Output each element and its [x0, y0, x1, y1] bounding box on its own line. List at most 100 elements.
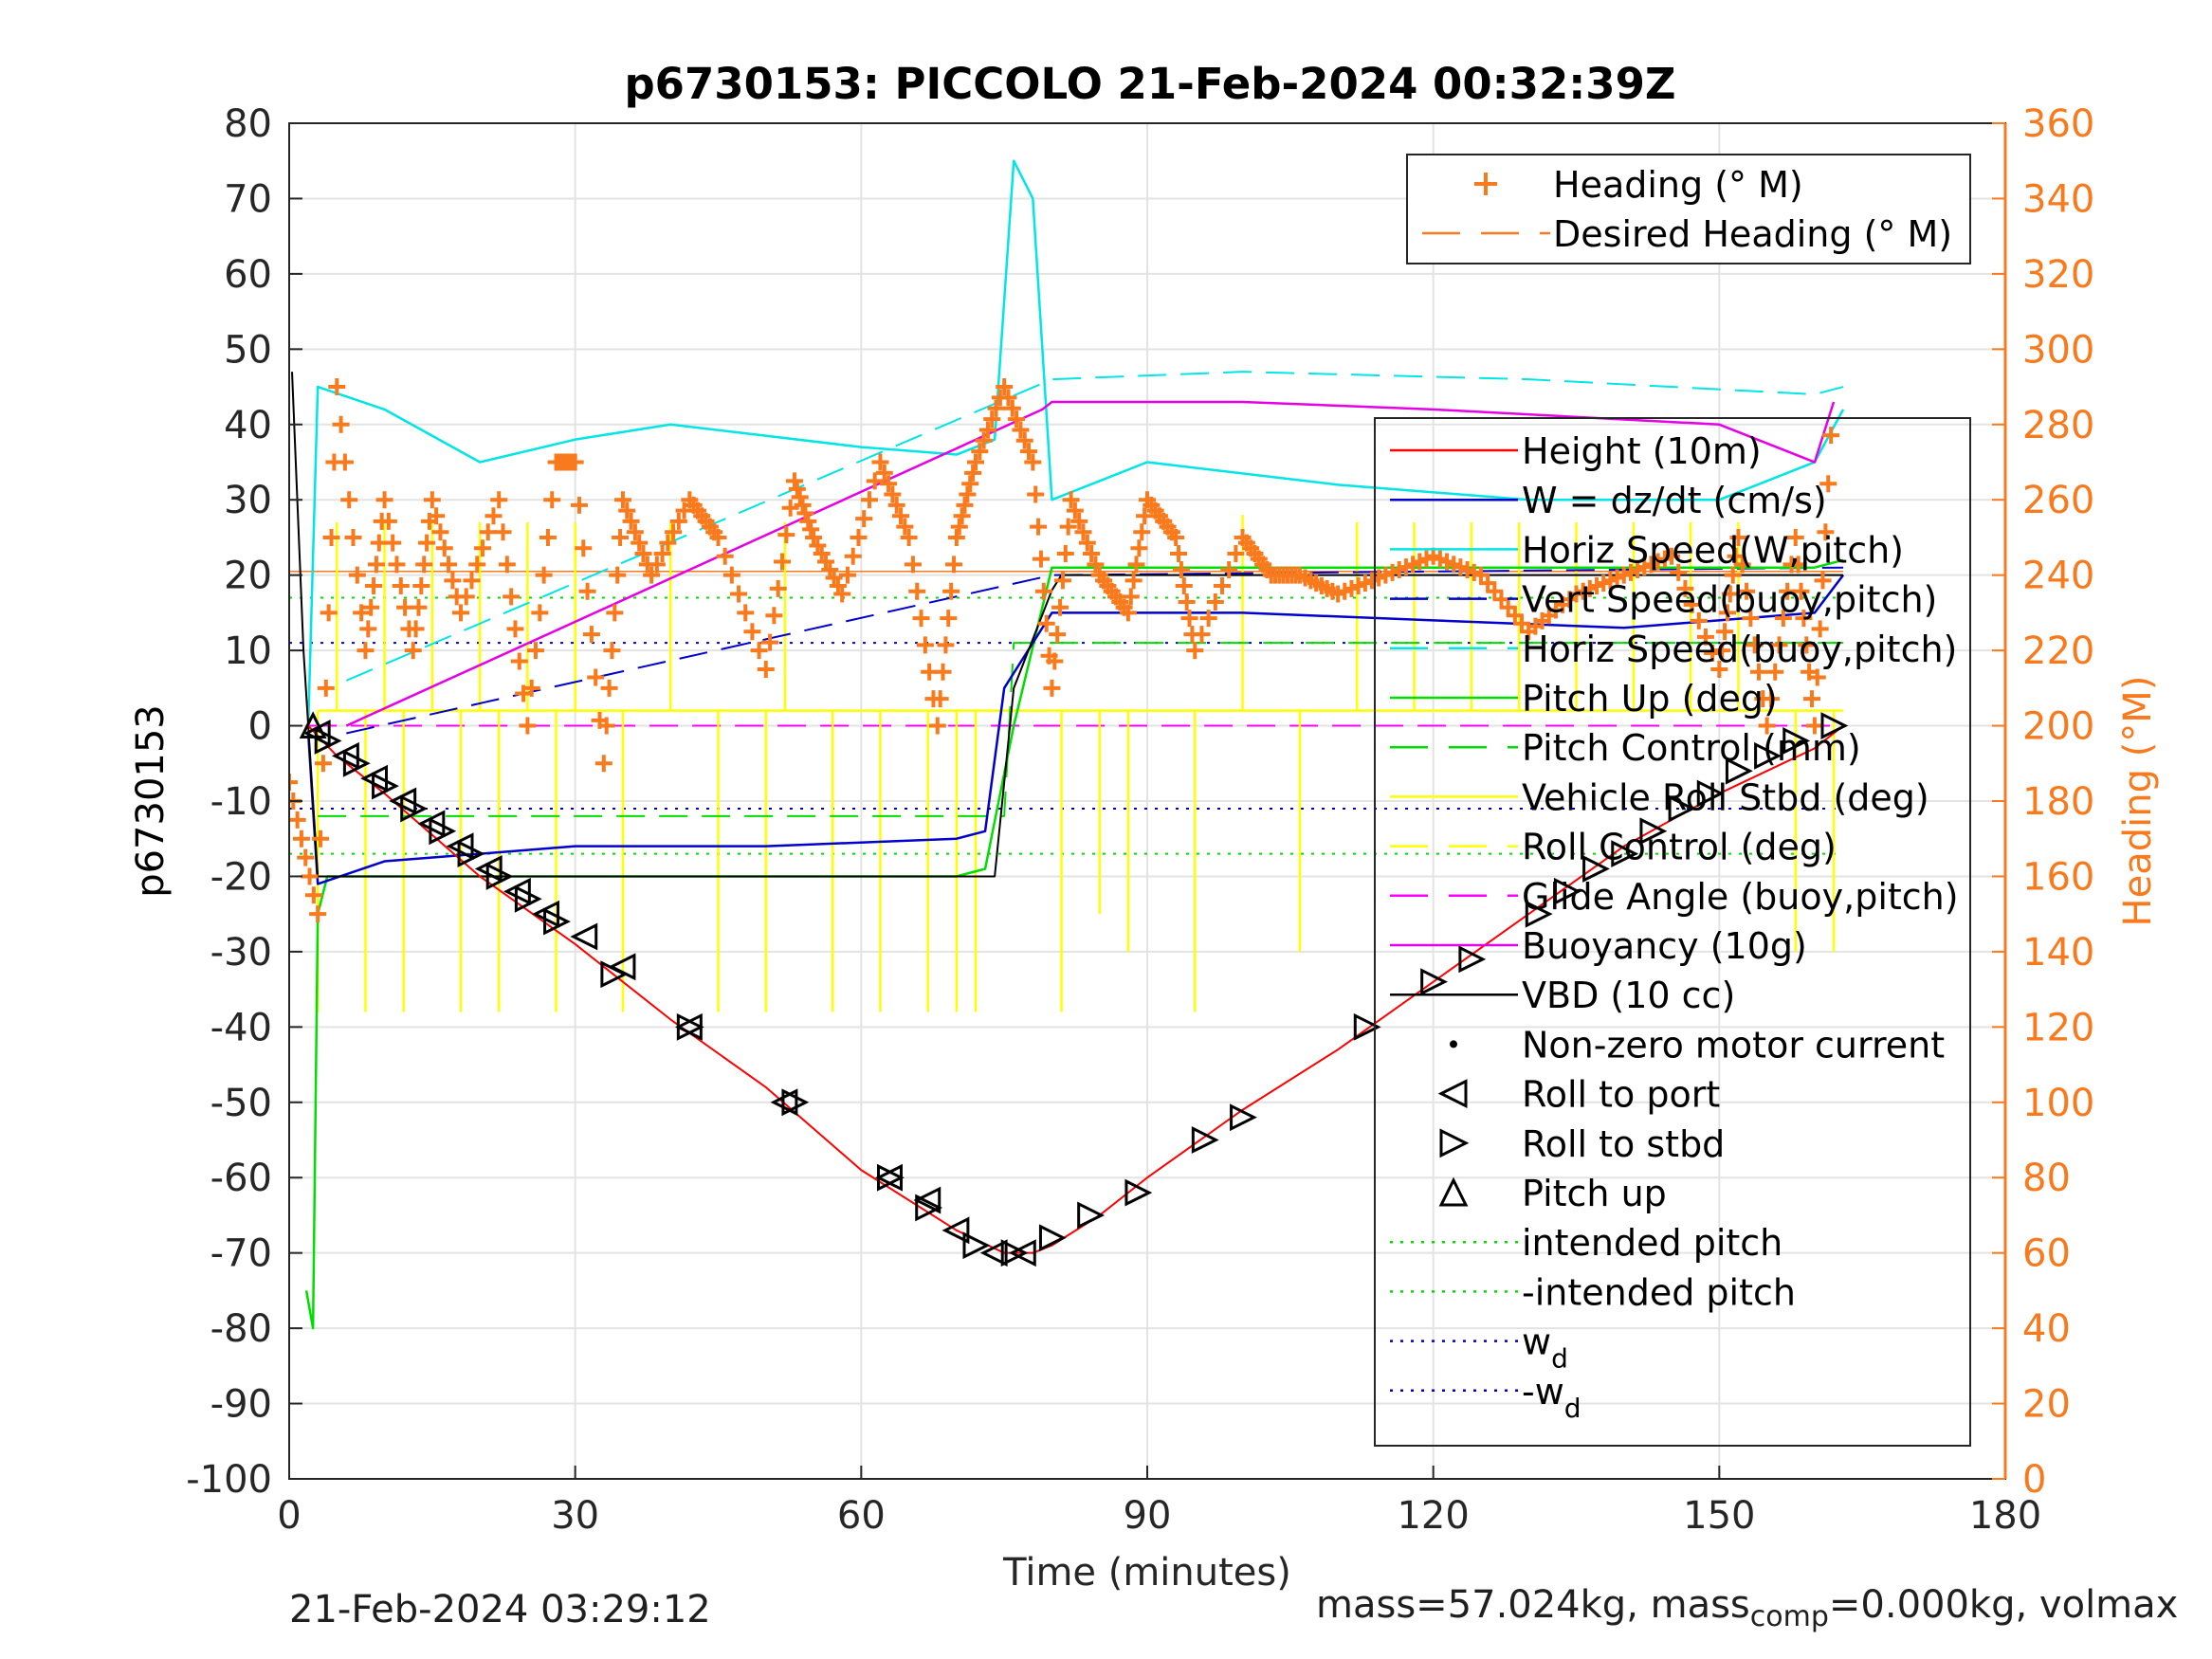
heading-point [484, 507, 503, 525]
heading-point [1074, 523, 1092, 541]
heading-point [367, 556, 385, 574]
y-tick-label: -100 [186, 1458, 272, 1502]
roll-stbd-marker [1582, 855, 1610, 883]
heading-point [659, 534, 677, 552]
heading-point [1070, 512, 1088, 530]
legend-swatch [1438, 1176, 1469, 1207]
heading-point [978, 421, 996, 439]
roll-stbd-marker [781, 1088, 810, 1117]
heading-point [1193, 626, 1211, 644]
heading-point [412, 577, 430, 595]
heading-point [539, 528, 557, 546]
roll-port-marker [532, 900, 559, 928]
roll-stbd-marker [1353, 1012, 1381, 1041]
roll-stbd-marker [1668, 794, 1696, 823]
heading-point [435, 539, 453, 557]
heading-point [365, 577, 383, 595]
heading-point [937, 636, 955, 654]
heading-point [322, 528, 340, 546]
y-tick-label: -70 [210, 1232, 272, 1276]
roll-port-marker [979, 1239, 1008, 1267]
y-tick-label: 80 [224, 102, 272, 146]
heading-point [600, 679, 618, 697]
heading-point [388, 556, 406, 574]
x-tick-label: 60 [837, 1494, 886, 1538]
legend-label: Desired Heading (° M) [1553, 213, 1952, 255]
heading-point [975, 431, 993, 449]
heading-point [916, 636, 934, 654]
heading-point [1817, 523, 1835, 541]
y-right-tick-label: 120 [2022, 1006, 2094, 1049]
roll-port-marker [1008, 1239, 1036, 1267]
heading-point [566, 453, 584, 471]
heading-point [609, 566, 627, 584]
w-line [306, 574, 1845, 885]
y-tick-label: 50 [224, 328, 272, 372]
heading-point [1136, 507, 1154, 525]
roll-stbd-marker [1124, 1178, 1153, 1207]
legend-main: Height (10m) W = dz/dt (cm/s) Horiz Speed(… [1374, 417, 1971, 1447]
heading-point [1746, 636, 1764, 654]
heading-point [884, 485, 902, 503]
heading-point [940, 610, 958, 628]
heading-point [631, 534, 649, 552]
heading-point [1186, 642, 1204, 660]
legend-label: Roll Control (deg) [1522, 827, 1837, 868]
heading-point [304, 886, 322, 904]
heading-point [570, 496, 588, 514]
heading-point [750, 642, 768, 660]
heading-point [519, 717, 537, 735]
roll-port-marker [941, 1216, 970, 1245]
legend-label: Horiz Speed(buoy,pitch) [1522, 629, 1957, 670]
heading-point [597, 717, 615, 735]
heading-point [765, 607, 783, 625]
vert-speed-buoy-line [346, 566, 1844, 735]
heading-point [1032, 550, 1050, 568]
y-tick-label: -50 [210, 1082, 272, 1125]
heading-point [379, 512, 397, 530]
heading-point [1742, 610, 1760, 628]
heading-point [423, 491, 441, 509]
heading-point [587, 668, 605, 686]
heading-point [665, 523, 683, 541]
legend-label: Roll to port [1522, 1074, 1720, 1116]
heading-point [1124, 572, 1143, 590]
heading-point [1729, 528, 1747, 546]
roll-stbd-marker [676, 1012, 704, 1041]
x-tick-label: 30 [551, 1494, 599, 1538]
heading-point [1738, 582, 1756, 600]
heading-point [855, 510, 873, 528]
heading-point [964, 464, 982, 482]
y-tick-label: 60 [224, 253, 272, 297]
roll-stbd-marker [1038, 1224, 1067, 1252]
heading-point [1170, 544, 1188, 562]
heading-point [737, 604, 755, 622]
heading-point [440, 556, 458, 574]
heading-point [1053, 572, 1071, 590]
heading-point [297, 848, 315, 866]
y-tick-label: 10 [224, 629, 272, 673]
legend-label: -wd [1522, 1371, 1581, 1424]
heading-point [833, 585, 851, 603]
roll-stbd-marker [485, 863, 514, 890]
heading-point [971, 443, 989, 461]
heading-point [1749, 663, 1767, 681]
heading-point [353, 604, 371, 622]
roll-stbd-marker [429, 817, 457, 846]
heading-point [1043, 679, 1061, 697]
y-right-tick-label: 60 [2022, 1232, 2071, 1276]
legend-label: Pitch Up (deg) [1522, 678, 1778, 720]
y-tick-label: -60 [210, 1157, 272, 1200]
y-right-tick-label: 80 [2022, 1157, 2071, 1200]
roll-stbd-marker [1230, 1103, 1257, 1132]
y-right-tick-label: 240 [2022, 555, 2094, 598]
heading-point [407, 620, 425, 638]
heading-point [1175, 577, 1193, 595]
heading-point [1066, 501, 1084, 520]
heading-point [356, 642, 375, 660]
heading-point [428, 507, 446, 525]
roll-stbd-marker [915, 1194, 943, 1222]
roll-stbd-marker [1553, 877, 1581, 905]
heading-point [578, 582, 596, 600]
roll-port-marker [570, 922, 598, 951]
